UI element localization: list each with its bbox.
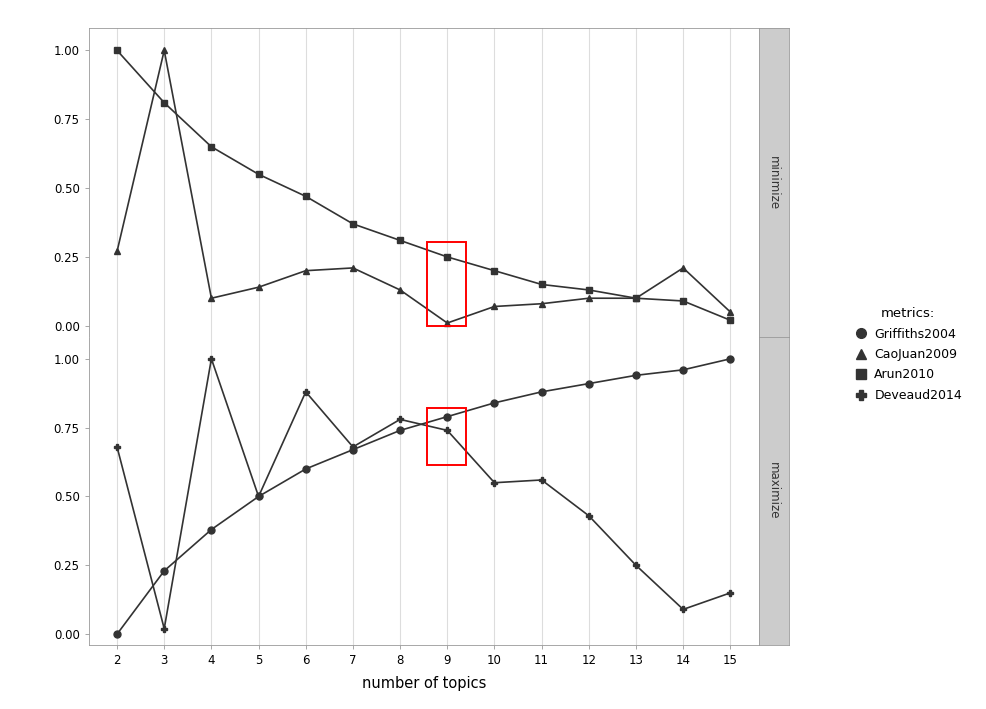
Legend: Griffiths2004, CaoJuan2009, Arun2010, Deveaud2014: Griffiths2004, CaoJuan2009, Arun2010, De… (849, 302, 967, 407)
X-axis label: number of topics: number of topics (362, 676, 486, 691)
Text: maximize: maximize (767, 462, 780, 520)
Text: minimize: minimize (767, 155, 780, 210)
Bar (428, 408, 466, 465)
Bar (428, 242, 466, 325)
